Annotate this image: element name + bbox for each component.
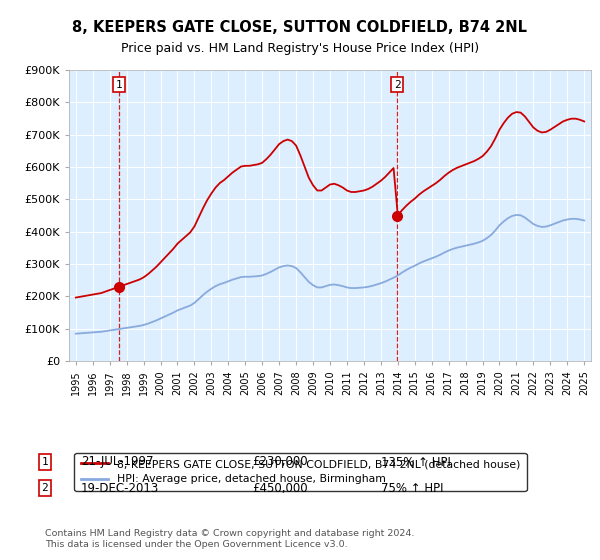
Text: 2: 2 xyxy=(394,80,401,90)
Text: Price paid vs. HM Land Registry's House Price Index (HPI): Price paid vs. HM Land Registry's House … xyxy=(121,42,479,55)
Text: 2: 2 xyxy=(41,483,49,493)
Text: 19-DEC-2013: 19-DEC-2013 xyxy=(81,482,159,495)
Text: 8, KEEPERS GATE CLOSE, SUTTON COLDFIELD, B74 2NL: 8, KEEPERS GATE CLOSE, SUTTON COLDFIELD,… xyxy=(73,20,527,35)
Text: £230,000: £230,000 xyxy=(252,455,308,469)
Text: 1: 1 xyxy=(116,80,122,90)
Text: Contains HM Land Registry data © Crown copyright and database right 2024.
This d: Contains HM Land Registry data © Crown c… xyxy=(45,529,415,549)
Text: £450,000: £450,000 xyxy=(252,482,308,495)
Text: 1: 1 xyxy=(41,457,49,467)
Text: 21-JUL-1997: 21-JUL-1997 xyxy=(81,455,154,469)
Text: 135% ↑ HPI: 135% ↑ HPI xyxy=(381,455,451,469)
Legend: 8, KEEPERS GATE CLOSE, SUTTON COLDFIELD, B74 2NL (detached house), HPI: Average : 8, KEEPERS GATE CLOSE, SUTTON COLDFIELD,… xyxy=(74,452,527,491)
Text: 75% ↑ HPI: 75% ↑ HPI xyxy=(381,482,443,495)
